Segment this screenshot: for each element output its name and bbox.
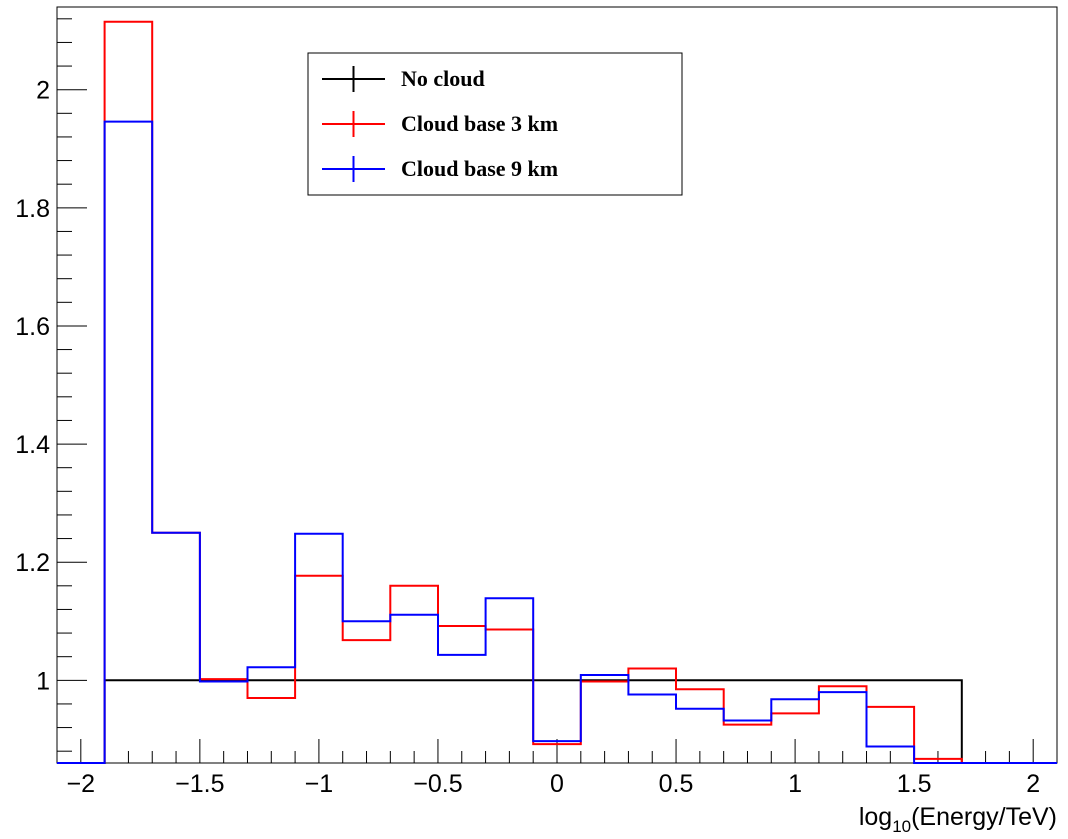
legend-label: Cloud base 9 km [401, 156, 558, 181]
x-tick-label: 0 [550, 770, 564, 798]
x-tick-label: −2 [67, 770, 96, 798]
y-tick-label: 1.4 [15, 431, 50, 459]
x-axis-tick-labels: −2 −1.5 −1 −0.5 0 0.5 1 1.5 2 [67, 770, 1041, 798]
x-tick-label: 2 [1026, 770, 1040, 798]
series-layer [57, 20, 1057, 764]
y-tick-label: 1 [36, 667, 50, 695]
x-axis-title: log10(Energy/TeV) [859, 803, 1057, 836]
y-axis-ticks [57, 18, 87, 752]
legend-label: No cloud [401, 66, 485, 91]
y-tick-label: 1.2 [15, 549, 50, 577]
y-axis-tick-labels: 1 1.2 1.4 1.6 1.8 2 [15, 77, 50, 696]
x-axis-ticks [56, 739, 1058, 763]
x-axis-title-base: log [859, 803, 892, 831]
legend-label: Cloud base 3 km [401, 111, 558, 136]
legend: No cloud Cloud base 3 km Cloud base 9 km [307, 52, 683, 196]
x-tick-label: 0.5 [659, 770, 694, 798]
y-tick-label: 1.8 [15, 195, 50, 223]
x-axis-title-subscript: 10 [892, 817, 911, 836]
x-tick-label: 1.5 [897, 770, 932, 798]
series-line-2 [57, 120, 1057, 764]
x-tick-label: −0.5 [413, 770, 462, 798]
x-tick-label: 1 [788, 770, 802, 798]
y-tick-label: 2 [36, 77, 50, 105]
x-axis-title-rest: (Energy/TeV) [911, 803, 1057, 831]
x-tick-label: −1 [305, 770, 334, 798]
series-line-0 [57, 679, 1057, 764]
x-tick-label: −1.5 [175, 770, 224, 798]
y-tick-label: 1.6 [15, 313, 50, 341]
